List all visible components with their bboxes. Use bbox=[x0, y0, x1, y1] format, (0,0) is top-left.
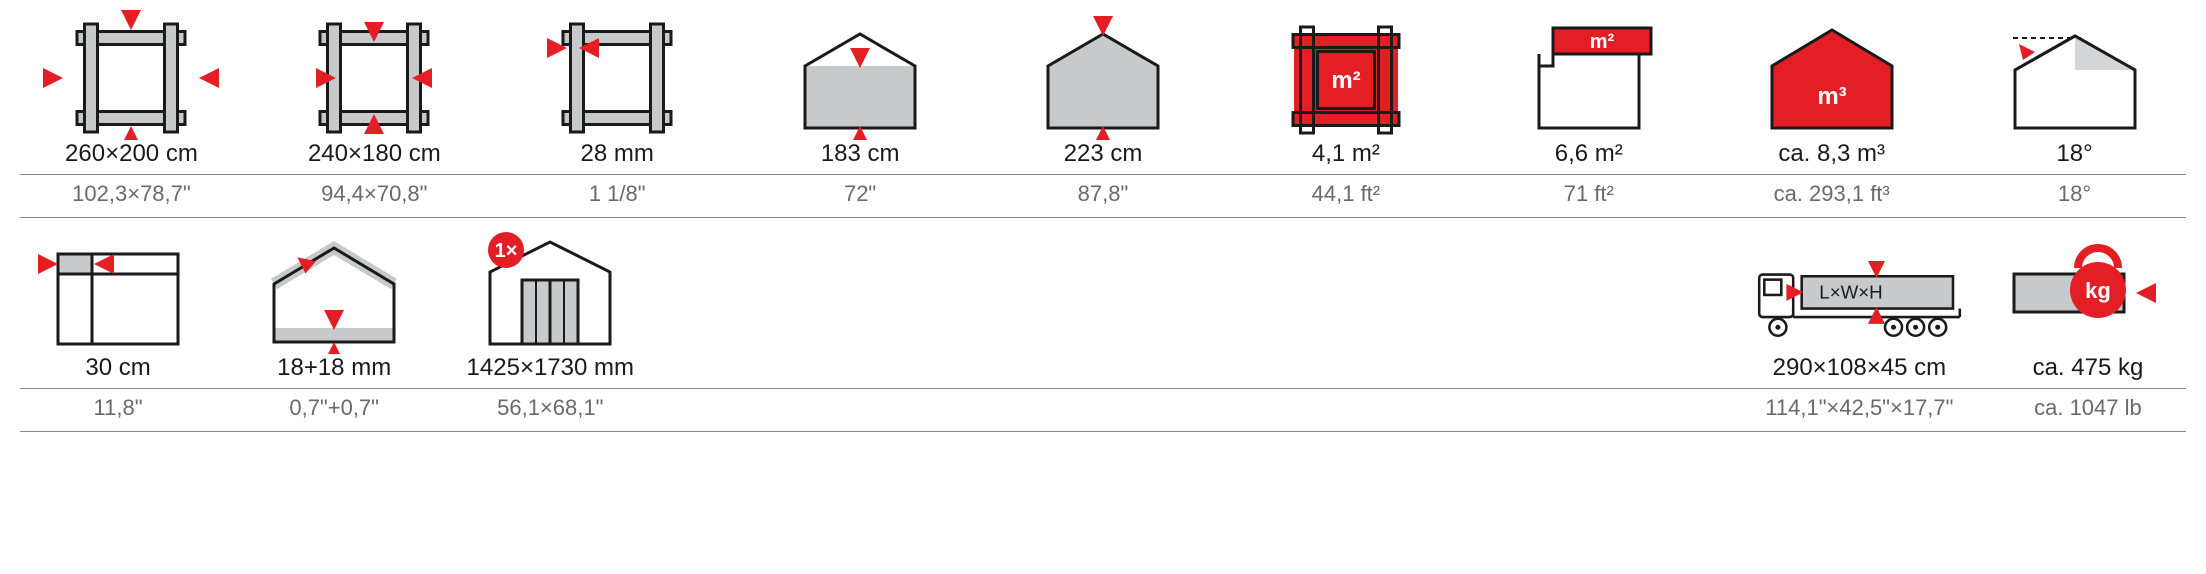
wall-thickness-metric: 28 mm bbox=[506, 140, 729, 174]
volume-metric: ca. 8,3 m³ bbox=[1720, 140, 1943, 174]
spec-empty4 bbox=[1317, 224, 1513, 354]
weight-imperial: ca. 1047 lb bbox=[1990, 389, 2186, 431]
floor-area-imperial: 44,1 ft² bbox=[1234, 175, 1457, 217]
roof-pitch-icon bbox=[1963, 10, 2186, 140]
package-dims-icon: L×W×H bbox=[1749, 224, 1970, 354]
svg-text:1×: 1× bbox=[495, 240, 518, 262]
svg-text:kg: kg bbox=[2085, 278, 2111, 303]
empty4-imperial bbox=[1317, 389, 1513, 431]
roof-floor-boards-imperial: 0,7"+0,7" bbox=[236, 389, 432, 431]
roof-pitch-metric: 18° bbox=[1963, 140, 2186, 174]
empty5-imperial bbox=[1533, 389, 1729, 431]
empty1-icon bbox=[668, 224, 864, 354]
inner-dims-imperial: 94,4×70,8" bbox=[263, 175, 486, 217]
roof-floor-boards-metric: 18+18 mm bbox=[236, 354, 432, 388]
roof-pitch-imperial: 18° bbox=[1963, 175, 2186, 217]
empty3-metric bbox=[1101, 354, 1297, 388]
divider bbox=[20, 217, 2186, 218]
empty5-icon bbox=[1533, 224, 1729, 354]
wall-thickness-icon bbox=[506, 10, 729, 140]
empty2-metric bbox=[884, 354, 1080, 388]
empty4-icon bbox=[1317, 224, 1513, 354]
spec-volume: m³ bbox=[1720, 10, 1943, 140]
empty3-imperial bbox=[1101, 389, 1297, 431]
divider bbox=[20, 431, 2186, 432]
spec-package-dims: L×W×H bbox=[1749, 224, 1970, 354]
package-dims-metric: 290×108×45 cm bbox=[1749, 354, 1970, 388]
specs-row-2: 1× L×W×H kg 30 cm 18+18 mm 1425×1730 mm 290×10… bbox=[20, 224, 2186, 432]
door-size-icon: 1× bbox=[452, 224, 648, 354]
inner-dims-metric: 240×180 cm bbox=[263, 140, 486, 174]
roof-overhang-metric: 30 cm bbox=[20, 354, 216, 388]
spec-outer-dims bbox=[20, 10, 243, 140]
door-size-imperial: 56,1×68,1" bbox=[452, 389, 648, 431]
volume-imperial: ca. 293,1 ft³ bbox=[1720, 175, 1943, 217]
spec-roof-overhang bbox=[20, 224, 216, 354]
ridge-height-imperial: 87,8" bbox=[992, 175, 1215, 217]
floor-area-icon: m² bbox=[1234, 10, 1457, 140]
svg-text:L×W×H: L×W×H bbox=[1819, 281, 1882, 302]
spec-empty3 bbox=[1101, 224, 1297, 354]
outer-dims-metric: 260×200 cm bbox=[20, 140, 243, 174]
spec-roof-pitch bbox=[1963, 10, 2186, 140]
roof-floor-boards-icon bbox=[236, 224, 432, 354]
spec-empty5 bbox=[1533, 224, 1729, 354]
spec-weight: kg bbox=[1990, 224, 2186, 354]
ridge-height-metric: 223 cm bbox=[992, 140, 1215, 174]
empty5-metric bbox=[1533, 354, 1729, 388]
floor-area-metric: 4,1 m² bbox=[1234, 140, 1457, 174]
weight-icon: kg bbox=[1990, 224, 2186, 354]
spec-roof-area: m² bbox=[1477, 10, 1700, 140]
specs-row-1: m² m² m³ 260×200 cm 240×180 cm 28 mm 183 cm 223… bbox=[20, 10, 2186, 218]
roof-area-icon: m² bbox=[1477, 10, 1700, 140]
spec-door-size: 1× bbox=[452, 224, 648, 354]
svg-text:m³: m³ bbox=[1817, 83, 1846, 110]
spec-empty2 bbox=[884, 224, 1080, 354]
empty2-imperial bbox=[884, 389, 1080, 431]
empty1-imperial bbox=[668, 389, 864, 431]
spec-inner-dims bbox=[263, 10, 486, 140]
wall-height-icon bbox=[749, 10, 972, 140]
spec-floor-area: m² bbox=[1234, 10, 1457, 140]
spec-ridge-height bbox=[992, 10, 1215, 140]
spec-wall-height bbox=[749, 10, 972, 140]
weight-metric: ca. 475 kg bbox=[1990, 354, 2186, 388]
wall-height-imperial: 72" bbox=[749, 175, 972, 217]
volume-icon: m³ bbox=[1720, 10, 1943, 140]
empty4-metric bbox=[1317, 354, 1513, 388]
spec-roof-floor-boards bbox=[236, 224, 432, 354]
outer-dims-imperial: 102,3×78,7" bbox=[20, 175, 243, 217]
door-size-metric: 1425×1730 mm bbox=[452, 354, 648, 388]
empty3-icon bbox=[1101, 224, 1297, 354]
spec-empty1 bbox=[668, 224, 864, 354]
empty2-icon bbox=[884, 224, 1080, 354]
svg-text:m²: m² bbox=[1590, 31, 1615, 53]
wall-thickness-imperial: 1 1/8" bbox=[506, 175, 729, 217]
inner-dims-icon bbox=[263, 10, 486, 140]
outer-dims-icon bbox=[20, 10, 243, 140]
spec-wall-thickness bbox=[506, 10, 729, 140]
empty1-metric bbox=[668, 354, 864, 388]
roof-area-imperial: 71 ft² bbox=[1477, 175, 1700, 217]
roof-overhang-icon bbox=[20, 224, 216, 354]
svg-text:m²: m² bbox=[1331, 67, 1360, 94]
roof-area-metric: 6,6 m² bbox=[1477, 140, 1700, 174]
roof-overhang-imperial: 11,8" bbox=[20, 389, 216, 431]
wall-height-metric: 183 cm bbox=[749, 140, 972, 174]
ridge-height-icon bbox=[992, 10, 1215, 140]
package-dims-imperial: 114,1"×42,5"×17,7" bbox=[1749, 389, 1970, 431]
